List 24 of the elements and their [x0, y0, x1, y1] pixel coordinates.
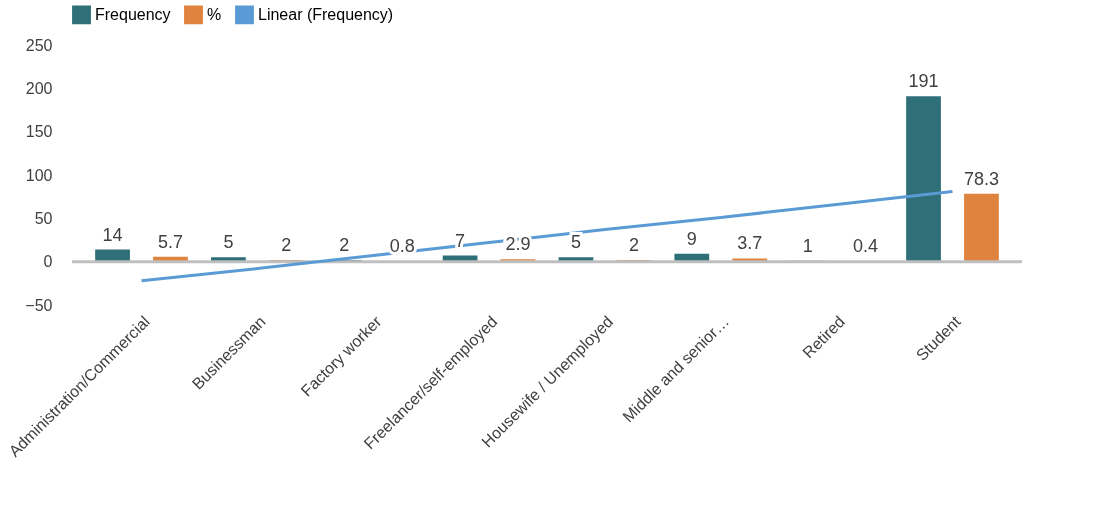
y-tick-label: 250: [25, 36, 53, 54]
data-label: 2: [281, 234, 292, 255]
legend-label: %: [207, 5, 222, 23]
y-tick-label: 100: [25, 166, 53, 184]
data-label: 5: [570, 232, 581, 253]
data-label: 9: [686, 228, 697, 249]
data-label: 0.4: [853, 236, 879, 257]
data-label: 3.7: [737, 233, 763, 254]
data-label: 78.3: [963, 168, 999, 189]
y-tick-label: 150: [25, 123, 53, 141]
data-label: 2: [628, 234, 639, 255]
legend-label: Linear (Frequency): [258, 5, 394, 23]
data-label: 14: [102, 224, 123, 245]
data-label: 5.7: [157, 231, 183, 252]
y-tick-label: 200: [25, 79, 53, 97]
data-label: 0.8: [389, 235, 415, 256]
y-tick-label: 50: [34, 209, 53, 227]
data-label: 5: [223, 232, 234, 253]
data-label: 191: [908, 71, 939, 92]
data-label: 1: [802, 235, 813, 256]
data-label: 2: [339, 234, 350, 255]
y-tick-label: 0: [43, 253, 53, 271]
legend-label: Frequency: [95, 5, 171, 23]
y-tick-label: −50: [25, 296, 53, 314]
